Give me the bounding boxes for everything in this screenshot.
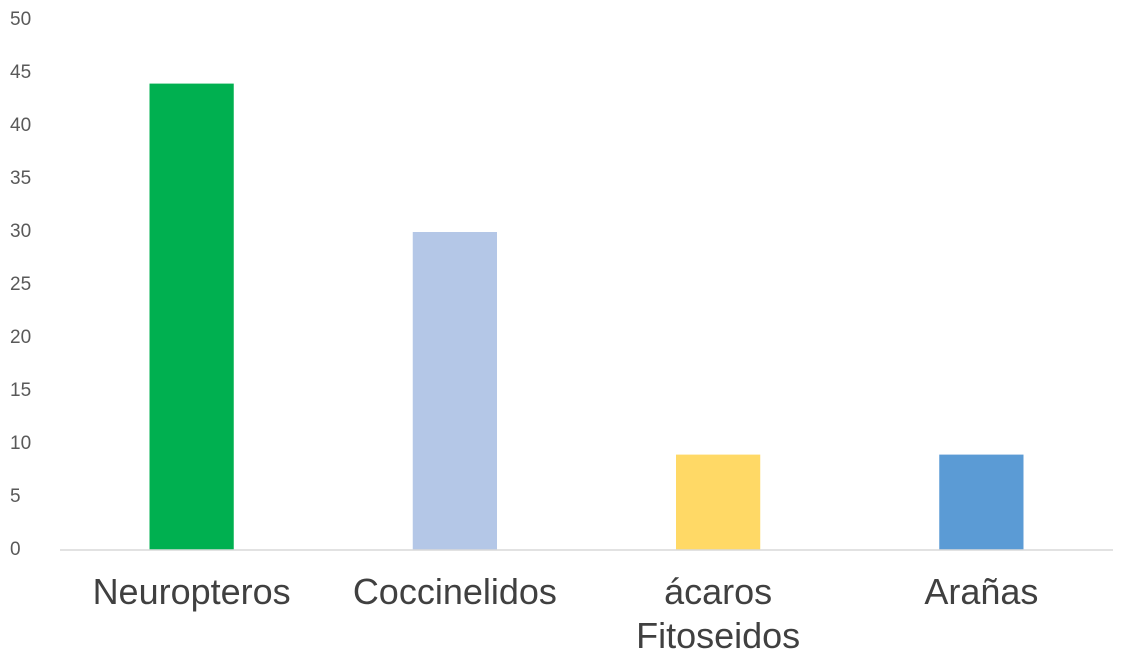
- y-tick-label: 40: [10, 115, 31, 136]
- x-tick-label-line: ácaros: [664, 571, 772, 612]
- x-tick-label-line: Arañas: [924, 571, 1038, 612]
- y-axis: 0 5 10 15 20 25 30 35 40 45 50: [10, 9, 31, 560]
- y-tick-label: 15: [10, 380, 31, 401]
- x-tick-label-line: Coccinelidos: [353, 571, 557, 612]
- y-tick-label: 0: [10, 539, 21, 560]
- y-tick-label: 30: [10, 221, 31, 242]
- x-tick-label: Neuropteros: [93, 571, 291, 612]
- x-tick-label: Coccinelidos: [353, 571, 557, 612]
- y-tick-label: 25: [10, 274, 31, 295]
- x-tick-label-line: Fitoseidos: [636, 615, 800, 656]
- y-tick-label: 10: [10, 433, 31, 454]
- y-tick-label: 20: [10, 327, 31, 348]
- y-tick-label: 50: [10, 9, 31, 30]
- bar: [149, 83, 234, 550]
- y-tick-label: 35: [10, 168, 31, 189]
- x-axis: Neuropteros Coccinelidos ácaros Fitoseidos A…: [93, 571, 1039, 656]
- x-tick-label: ácaros Fitoseidos: [636, 571, 800, 656]
- bar: [939, 454, 1024, 550]
- x-tick-label: Arañas: [924, 571, 1038, 612]
- bars: [149, 83, 1024, 550]
- x-tick-label-line: Neuropteros: [93, 571, 291, 612]
- y-tick-label: 5: [10, 486, 21, 507]
- y-tick-label: 45: [10, 62, 31, 83]
- bar: [676, 454, 761, 550]
- bar: [412, 232, 497, 550]
